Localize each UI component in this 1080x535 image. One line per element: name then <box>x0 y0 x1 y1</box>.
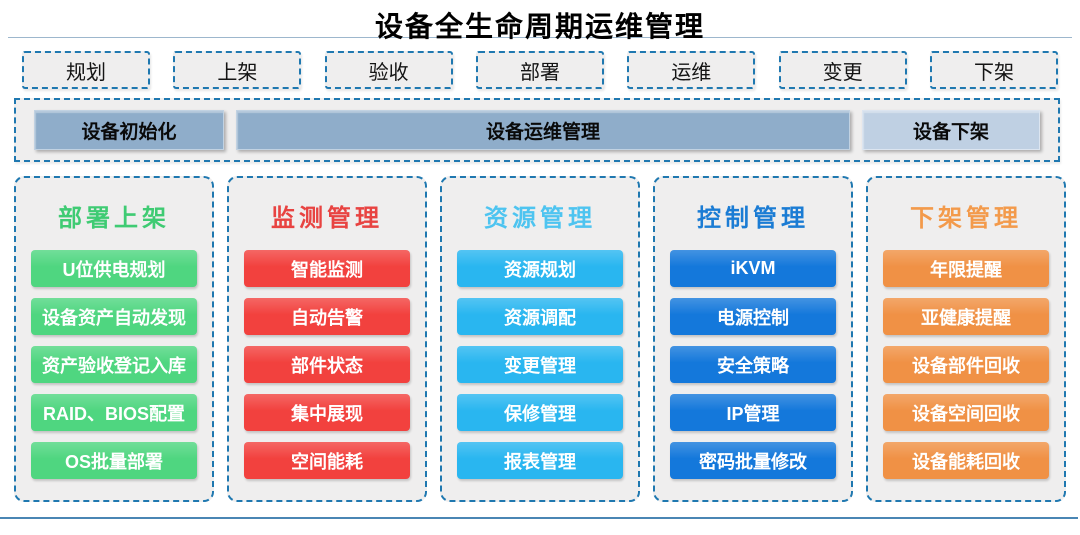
category-panel: 监测管理 智能监测自动告警部件状态集中展现空间能耗 <box>227 176 427 502</box>
feature-block: 设备部件回收 <box>883 346 1049 383</box>
feature-block: 报表管理 <box>457 442 623 479</box>
feature-block: IP管理 <box>670 394 836 431</box>
category-title: 下架管理 <box>910 206 1022 232</box>
feature-block: 年限提醒 <box>883 250 1049 287</box>
phase-box: 验收 <box>324 51 453 89</box>
lifecycle-segment: 设备下架 <box>862 110 1040 150</box>
lifecycle-segment: 设备运维管理 <box>236 110 850 150</box>
category-title: 资源管理 <box>484 206 596 232</box>
phase-box: 部署 <box>475 51 604 89</box>
page-title: 设备全生命周期运维管理 <box>374 12 705 43</box>
feature-block: 变更管理 <box>457 346 623 383</box>
feature-block: 集中展现 <box>244 394 410 431</box>
phase-label: 变更 <box>822 61 863 84</box>
feature-block: U位供电规划 <box>31 250 197 287</box>
phase-row: 规划 上架 验收 部署 运维 变更 下架 <box>22 51 1058 89</box>
feature-block: 保修管理 <box>457 394 623 431</box>
feature-block: 部件状态 <box>244 346 410 383</box>
phase-label: 运维 <box>671 61 712 84</box>
feature-block: 智能监测 <box>244 250 410 287</box>
phase-box: 规划 <box>22 51 150 89</box>
phase-box: 运维 <box>627 51 756 89</box>
feature-block: 设备资产自动发现 <box>31 298 197 335</box>
category-items: iKVM 电源控制安全策略 IP管理密码批量修改 <box>670 250 836 479</box>
feature-block: 设备空间回收 <box>883 394 1049 431</box>
category-panel: 控制管理 iKVM 电源控制安全策略 IP管理密码批量修改 <box>653 176 853 502</box>
category-panel: 部署上架 U位供电规划 设备资产自动发现 资产验收登记入库 RAID、BIOS配置 OS… <box>14 176 214 502</box>
feature-block: 资源调配 <box>457 298 623 335</box>
category-panel: 下架管理 年限提醒亚健康提醒设备部件回收 设备空间回收 设备能耗回收 <box>866 176 1066 502</box>
phase-label: 下架 <box>973 61 1014 84</box>
feature-block: 电源控制 <box>670 298 836 335</box>
feature-block: RAID、BIOS配置 <box>31 394 197 431</box>
feature-block: 安全策略 <box>670 346 836 383</box>
lifecycle-bar: 设备初始化 设备运维管理 设备下架 <box>14 98 1060 162</box>
title-divider <box>8 37 1072 38</box>
feature-block: 亚健康提醒 <box>883 298 1049 335</box>
feature-block: 密码批量修改 <box>670 442 836 479</box>
category-panel: 资源管理 资源规划资源调配变更管理保修管理报表管理 <box>440 176 640 502</box>
phase-label: 上架 <box>217 61 258 84</box>
phase-label: 规划 <box>66 61 106 84</box>
lifecycle-segment: 设备初始化 <box>34 110 224 150</box>
category-items: U位供电规划 设备资产自动发现 资产验收登记入库 RAID、BIOS配置 OS批量部署 <box>31 250 197 479</box>
bottom-divider <box>0 517 1078 519</box>
feature-block: 资产验收登记入库 <box>31 346 197 383</box>
feature-block: 自动告警 <box>244 298 410 335</box>
columns-section: 部署上架 U位供电规划 设备资产自动发现 资产验收登记入库 RAID、BIOS配置 OS… <box>14 176 1066 502</box>
category-title: 监测管理 <box>271 206 383 232</box>
category-title: 控制管理 <box>697 206 809 232</box>
phase-box: 变更 <box>778 51 907 89</box>
phase-label: 部署 <box>519 61 560 84</box>
feature-block: 资源规划 <box>457 250 623 287</box>
phase-box: 上架 <box>173 51 302 89</box>
phase-label: 验收 <box>368 61 409 84</box>
feature-block: OS批量部署 <box>31 442 197 479</box>
feature-block: iKVM <box>670 250 836 287</box>
category-title: 部署上架 <box>58 206 170 232</box>
category-items: 智能监测自动告警部件状态集中展现空间能耗 <box>244 250 410 479</box>
feature-block: 设备能耗回收 <box>883 442 1049 479</box>
category-items: 资源规划资源调配变更管理保修管理报表管理 <box>457 250 623 479</box>
feature-block: 空间能耗 <box>244 442 410 479</box>
category-items: 年限提醒亚健康提醒设备部件回收 设备空间回收 设备能耗回收 <box>883 250 1049 479</box>
phase-box: 下架 <box>929 51 1058 89</box>
